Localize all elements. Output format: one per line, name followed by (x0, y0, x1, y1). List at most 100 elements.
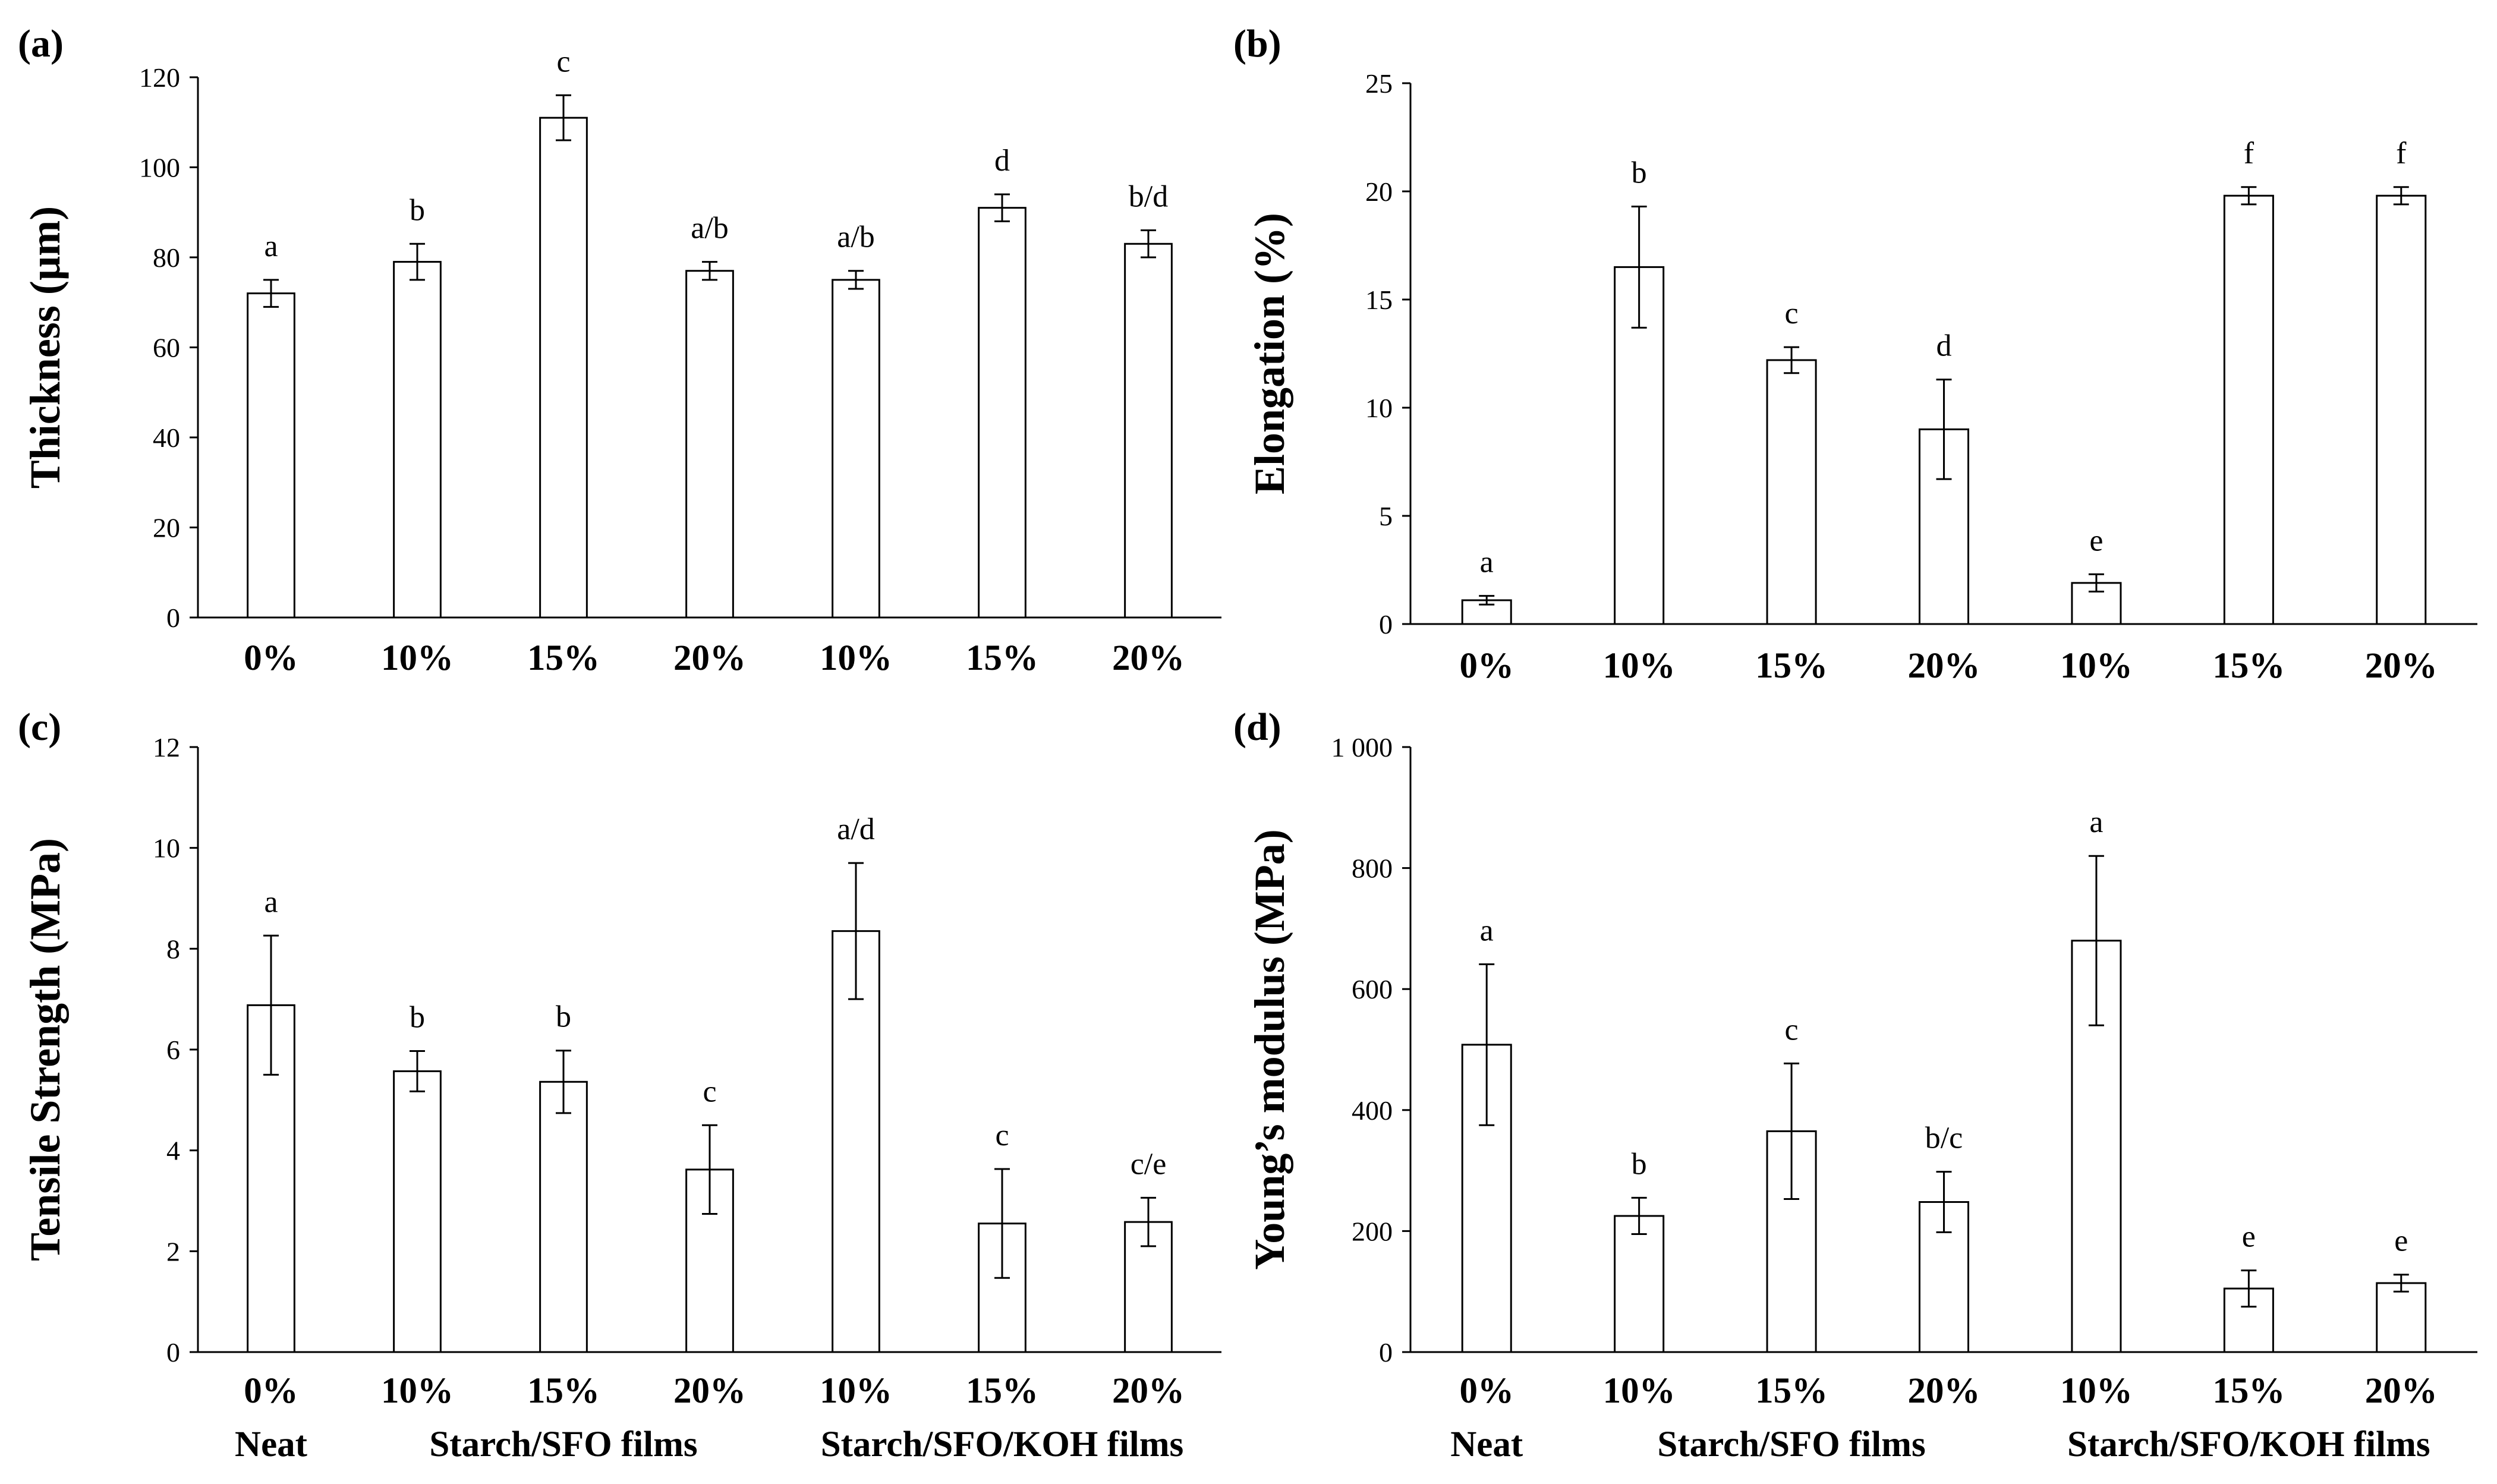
significance-letter: e (2394, 1224, 2408, 1258)
category-label: 20% (1112, 1371, 1185, 1411)
bar (539, 1080, 588, 1353)
bar (1766, 359, 1817, 625)
y-tick-label: 4 (166, 1136, 180, 1166)
y-tick-label: 20 (1365, 177, 1393, 207)
y-tick-label: 25 (1365, 68, 1393, 99)
category-label: 0% (244, 638, 298, 678)
y-tick-label: 0 (166, 603, 180, 633)
significance-letter: f (2244, 137, 2254, 171)
y-tick-label: 0 (166, 1337, 180, 1368)
significance-letter: b/c (1925, 1121, 1963, 1155)
y-axis-label: Elongation (%) (1246, 213, 1293, 494)
y-tick-label: 6 (166, 1035, 180, 1065)
significance-letter: b (1632, 1147, 1647, 1181)
significance-letter: a (2089, 805, 2103, 839)
significance-letter: b (410, 1001, 425, 1035)
y-axis-label: Thickness (µm) (21, 206, 69, 489)
significance-letter: c (1785, 1013, 1799, 1047)
category-label: 0% (1459, 646, 1514, 686)
y-tick-label: 10 (153, 833, 180, 864)
category-label: 20% (673, 638, 746, 678)
significance-letter: a (1480, 546, 1494, 579)
y-tick-label: 0 (1379, 1337, 1393, 1368)
bar (247, 292, 295, 619)
category-label: 15% (966, 638, 1038, 678)
group-label: Starch/SFO/KOH films (2067, 1425, 2430, 1464)
bar (685, 270, 734, 619)
y-tick-label: 200 (1352, 1216, 1393, 1246)
significance-letter: c/e (1131, 1147, 1167, 1181)
y-tick-label: 5 (1379, 501, 1393, 531)
category-label: 15% (2212, 1371, 2285, 1411)
y-tick-label: 600 (1352, 974, 1393, 1004)
category-label: 20% (2365, 1371, 2438, 1411)
significance-letter: b/d (1129, 180, 1168, 214)
y-axis-label: Young’s modulus (MPa) (1246, 829, 1293, 1269)
category-label: 15% (527, 1371, 600, 1411)
bar (978, 207, 1026, 619)
category-label: 20% (1908, 646, 1980, 686)
bar (539, 116, 588, 619)
group-label: Neat (1450, 1425, 1523, 1464)
y-tick-label: 60 (153, 333, 180, 363)
bar (685, 1168, 734, 1353)
panel-label: (b) (1233, 22, 1281, 65)
significance-letter: e (2242, 1220, 2256, 1254)
category-label: 10% (2060, 646, 2133, 686)
y-tick-label: 15 (1365, 285, 1393, 315)
significance-letter: d (1936, 329, 1952, 363)
significance-letter: b (410, 193, 425, 227)
significance-letter: d (994, 144, 1010, 178)
group-label: Starch/SFO films (429, 1425, 697, 1464)
panel-label: (d) (1233, 705, 1281, 749)
significance-letter: a (264, 229, 278, 263)
y-axis-label: Tensile Strength (MPa) (21, 838, 69, 1261)
significance-letter: c (1785, 297, 1799, 330)
category-label: 10% (381, 1371, 454, 1411)
category-label: 15% (966, 1371, 1038, 1411)
bar (1766, 1130, 1817, 1353)
significance-letter: f (2396, 137, 2407, 171)
significance-letter: a (264, 885, 278, 919)
category-label: 15% (1755, 1371, 1828, 1411)
y-tick-label: 800 (1352, 853, 1393, 884)
significance-letter: c (703, 1075, 716, 1108)
category-label: 10% (820, 638, 892, 678)
y-tick-label: 20 (153, 513, 180, 543)
y-tick-label: 10 (1365, 393, 1393, 423)
category-label: 10% (1603, 1371, 1676, 1411)
category-label: 10% (2060, 1371, 2133, 1411)
y-tick-label: 12 (153, 732, 180, 763)
y-tick-label: 100 (139, 153, 180, 183)
category-label: 20% (1908, 1371, 1980, 1411)
panel-a-thickness: (a) Thickness (µm) 0 20 40 60 80 100 120 a 0% b 10% c… (18, 22, 1221, 678)
category-label: 20% (673, 1371, 746, 1411)
significance-letter: a/b (691, 212, 729, 245)
panel-label: (c) (18, 705, 61, 749)
y-tick-label: 40 (153, 423, 180, 453)
y-tick-label: 80 (153, 242, 180, 273)
bar (2376, 194, 2427, 625)
significance-letter: c (995, 1118, 1009, 1152)
category-label: 0% (244, 1371, 298, 1411)
significance-letter: b (1632, 156, 1647, 190)
category-label: 20% (2365, 646, 2438, 686)
significance-letter: c (556, 45, 570, 78)
panel-c-tensile-strength: (c) Tensile Strength (MPa) 0 2 4 6 8 10 12 a 0% b 10… (18, 705, 1221, 1464)
panel-d-youngs-modulus: (d) Young’s modulus (MPa) 0 200 400 600 800 1 0… (1233, 705, 2477, 1464)
bar (1124, 242, 1173, 619)
y-tick-label: 8 (166, 934, 180, 964)
bar (832, 930, 880, 1353)
bar (832, 279, 880, 619)
bar (393, 1070, 442, 1353)
bar (2223, 194, 2274, 625)
y-tick-label: 120 (139, 62, 180, 93)
group-label: Neat (235, 1425, 308, 1464)
group-label: Starch/SFO films (1657, 1425, 1925, 1464)
bar (393, 261, 442, 619)
significance-letter: a (1480, 913, 1494, 947)
group-label: Starch/SFO/KOH films (821, 1425, 1184, 1464)
significance-letter: b (556, 1000, 571, 1034)
category-label: 15% (2212, 646, 2285, 686)
